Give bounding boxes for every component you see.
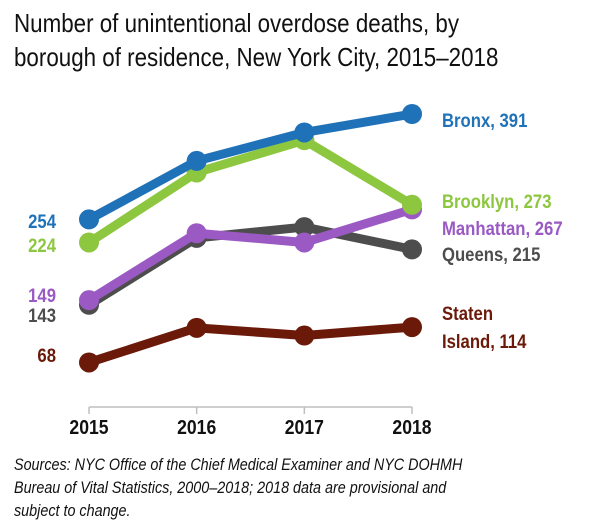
source-line-1: Sources: NYC Office of the Chief Medical… <box>14 454 571 477</box>
data-point-bronx <box>79 209 99 229</box>
start-label-manhattan: 149 <box>28 285 56 306</box>
data-point-manhattan <box>79 290 99 310</box>
end-label-brooklyn: Brooklyn, 273 <box>442 191 552 212</box>
data-point-staten-island <box>294 326 314 346</box>
x-tick-label: 2015 <box>69 416 108 438</box>
data-point-staten-island <box>402 317 422 337</box>
data-point-manhattan <box>187 223 207 243</box>
data-point-bronx <box>294 122 314 142</box>
start-label-bronx: 254 <box>28 211 56 232</box>
end-label-manhattan: Manhattan, 267 <box>442 218 563 239</box>
source-note: Sources: NYC Office of the Chief Medical… <box>14 454 571 523</box>
start-label-queens: 143 <box>28 305 56 326</box>
x-tick-label: 2017 <box>285 416 324 438</box>
data-point-bronx <box>402 104 422 124</box>
data-point-queens <box>402 239 422 259</box>
data-point-manhattan <box>294 232 314 252</box>
data-point-bronx <box>187 151 207 171</box>
x-tick-label: 2018 <box>392 416 431 438</box>
end-label-staten-island: Island, 114 <box>442 331 527 352</box>
start-label-staten-island: 68 <box>37 345 56 366</box>
data-point-brooklyn <box>402 195 422 215</box>
data-point-staten-island <box>79 352 99 372</box>
data-point-brooklyn <box>79 232 99 252</box>
end-label-queens: Queens, 215 <box>442 244 540 265</box>
series-line-manhattan <box>89 209 412 300</box>
source-line-2: Bureau of Vital Statistics, 2000–2018; 2… <box>14 477 571 500</box>
end-label-staten-island: Staten <box>442 303 493 324</box>
series-line-staten-island <box>89 327 412 362</box>
source-line-3: subject to change. <box>14 500 571 523</box>
data-point-staten-island <box>187 318 207 338</box>
line-chart: 2015 2016 2017 2018 254 Bronx, 391 224 Brooklyn… <box>0 0 604 450</box>
start-label-brooklyn: 224 <box>28 235 56 256</box>
x-tick-label: 2016 <box>177 416 216 438</box>
series-line-bronx <box>89 114 412 219</box>
end-label-bronx: Bronx, 391 <box>442 110 527 131</box>
